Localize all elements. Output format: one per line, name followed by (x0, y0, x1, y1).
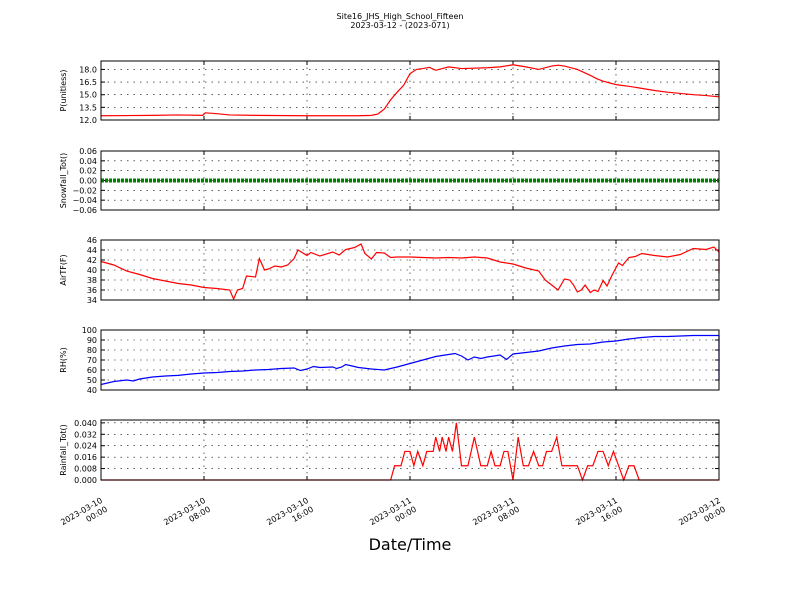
y-tick-label: 0.024 (74, 442, 97, 451)
y-tick-label: 18.0 (79, 65, 97, 74)
y-tick-label: 44 (87, 246, 97, 255)
y-tick-label: 0.04 (79, 157, 97, 166)
y-tick-label: 0.008 (74, 465, 97, 474)
y-tick-label: 90 (87, 336, 97, 345)
panel-frame (100, 60, 720, 121)
panel-5: 0.000 0.008 0.016 0.024 0.032 0.040 Rainfall_T… (59, 419, 720, 485)
y-tick-label: 0.040 (74, 419, 97, 428)
panel-2: −0.06−0.04−0.020.000.020.040.06 Snowfall_… (59, 147, 720, 215)
y-tick-label: −0.06 (72, 206, 97, 215)
y-axis-label: Rainfall_Tot() (59, 424, 68, 476)
x-tick-label: 2023-03-1008:00 (162, 496, 212, 536)
y-tick-label: 60 (87, 366, 97, 375)
panel-1: 12.0 13.5 15.0 16.5 18.0 P(unitless) (59, 60, 720, 125)
x-tick-label: 2023-03-1100:00 (368, 496, 418, 536)
chart-subtitle: 2023-03-12 - (2023-071) (350, 21, 449, 30)
y-axis-label: AirTF(F) (59, 254, 68, 285)
y-tick-label: 13.5 (79, 103, 97, 112)
y-tick-label: −0.04 (72, 196, 97, 205)
y-tick-label: 46 (87, 236, 97, 245)
y-tick-label: 16.5 (79, 78, 97, 87)
y-tick-label: 0.00 (79, 177, 97, 186)
series-line-1 (100, 64, 720, 117)
y-tick-label: 0.032 (74, 430, 97, 439)
y-tick-label: 36 (87, 286, 97, 295)
y-tick-label: 50 (87, 376, 97, 385)
y-tick-label: 34 (87, 296, 97, 305)
x-tick-labels: 2023-03-1000:00 2023-03-1008:00 2023-03-10… (59, 496, 727, 536)
y-tick-label: −0.02 (72, 186, 97, 195)
y-tick-label: 0.02 (79, 167, 97, 176)
x-tick-label: 2023-03-1116:00 (574, 496, 624, 536)
y-tick-label: 40 (87, 266, 97, 275)
chart-title: Site16_JHS_High_School_Fifteen (337, 12, 464, 21)
y-tick-label: 38 (87, 276, 97, 285)
series-line-5 (101, 422, 719, 482)
x-tick-label: 2023-03-1200:00 (677, 496, 727, 536)
y-tick-label: 100 (82, 326, 97, 335)
x-tick-label: 2023-03-1000:00 (59, 496, 109, 536)
y-tick-label: 80 (87, 346, 97, 355)
x-tick-label: 2023-03-1016:00 (265, 496, 315, 536)
y-tick-label: 42 (87, 256, 97, 265)
x-axis-label: Date/Time (369, 535, 452, 554)
y-axis-label: Snowfall_Tot() (59, 153, 68, 209)
panel-frame (100, 419, 720, 481)
y-tick-label: 15.0 (79, 91, 97, 100)
y-axis-label: RH(%) (59, 347, 68, 372)
panel-frame (100, 329, 720, 391)
y-tick-label: 0.016 (74, 453, 97, 462)
y-tick-label: 0.000 (74, 476, 97, 485)
y-tick-label: 0.06 (79, 147, 97, 156)
y-axis-label: P(unitless) (59, 69, 68, 111)
y-tick-label: 40 (87, 386, 97, 395)
series-line-3 (100, 243, 720, 301)
y-tick-label: 70 (87, 356, 97, 365)
panel-frame (100, 150, 720, 211)
y-tick-label: 12.0 (79, 116, 97, 125)
panels-layer: 12.013.515.016.518.0P(unitless)−0.06−0.0… (59, 60, 720, 485)
series-line-4 (100, 334, 720, 386)
x-tick-label: 2023-03-1108:00 (471, 496, 521, 536)
panel-frame (100, 239, 720, 301)
